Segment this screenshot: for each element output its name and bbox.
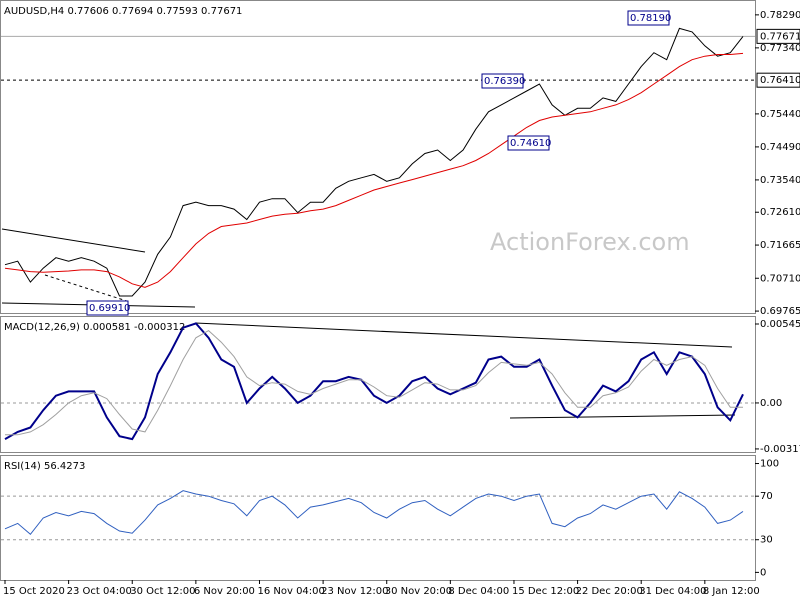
macd-panel <box>0 316 756 453</box>
x-tick-label: 15 Oct 2020 <box>3 586 65 597</box>
series-line <box>4 27 744 297</box>
trendline <box>44 274 131 303</box>
x-tick-label: 22 Dec 20:00 <box>576 586 643 597</box>
rsi-panel <box>0 455 756 581</box>
y-tick-label: 0 <box>760 567 766 578</box>
series-line <box>5 329 743 436</box>
annotation: 0.69910 <box>89 303 130 314</box>
annotation-box <box>627 10 670 26</box>
annotation: 0.76390 <box>484 76 525 87</box>
y-tick-label: 0.69765 <box>760 306 800 317</box>
level-box <box>756 72 800 88</box>
y-tick-label: 0.005456 <box>760 319 800 330</box>
series-line <box>4 490 744 536</box>
y-tick-label: 100 <box>760 459 779 470</box>
x-tick-label: 15 Dec 12:00 <box>512 586 579 597</box>
x-tick-label: 30 Oct 12:00 <box>130 586 195 597</box>
trendline <box>1 228 146 253</box>
series-line <box>4 52 744 288</box>
price-panel <box>0 0 756 314</box>
y-tick-label: 70 <box>760 491 773 502</box>
annotation-box <box>86 300 129 316</box>
x-tick-label: 8 Jan 12:00 <box>703 586 760 597</box>
y-tick-label: 0.73540 <box>760 175 800 186</box>
y-tick-label: 0.75440 <box>760 109 800 120</box>
panel-title: AUDUSD,H4 0.77606 0.77694 0.77593 0.7767… <box>4 6 242 17</box>
y-tick-label: 0.74490 <box>760 142 800 153</box>
level-label: 0.76410 <box>760 75 800 86</box>
watermark: ActionForex.com <box>490 228 690 256</box>
series-line <box>4 322 744 441</box>
y-tick-label: 0.71665 <box>760 240 800 251</box>
panel-title: MACD(12,26,9) 0.000581 -0.000312 <box>4 322 185 333</box>
annotation: 0.74610 <box>510 138 551 149</box>
x-tick-label: 16 Nov 04:00 <box>257 586 324 597</box>
panel-title: RSI(14) 56.4273 <box>4 461 85 472</box>
annotation: 0.78190 <box>630 13 671 24</box>
annotation-box <box>507 135 550 151</box>
y-tick-label: 0.00 <box>760 398 782 409</box>
x-tick-label: 23 Oct 04:00 <box>67 586 132 597</box>
price-label: 0.77671 <box>760 31 800 42</box>
x-tick-label: 31 Dec 04:00 <box>639 586 706 597</box>
annotation-box <box>481 73 524 89</box>
y-tick-label: 0.77340 <box>760 43 800 54</box>
y-tick-label: 30 <box>760 535 773 546</box>
y-tick-label: 0.78290 <box>760 10 800 21</box>
x-tick-label: 6 Nov 20:00 <box>194 586 255 597</box>
x-tick-label: 8 Dec 04:00 <box>448 586 509 597</box>
y-tick-label: 0.72610 <box>760 207 800 218</box>
price-box <box>756 28 800 44</box>
x-tick-label: 23 Nov 12:00 <box>321 586 388 597</box>
y-tick-label: -0.003178 <box>760 444 800 455</box>
y-tick-label: 0.70710 <box>760 273 800 284</box>
trendline <box>509 414 736 419</box>
x-tick-label: 30 Nov 20:00 <box>385 586 452 597</box>
trendline <box>194 322 733 348</box>
